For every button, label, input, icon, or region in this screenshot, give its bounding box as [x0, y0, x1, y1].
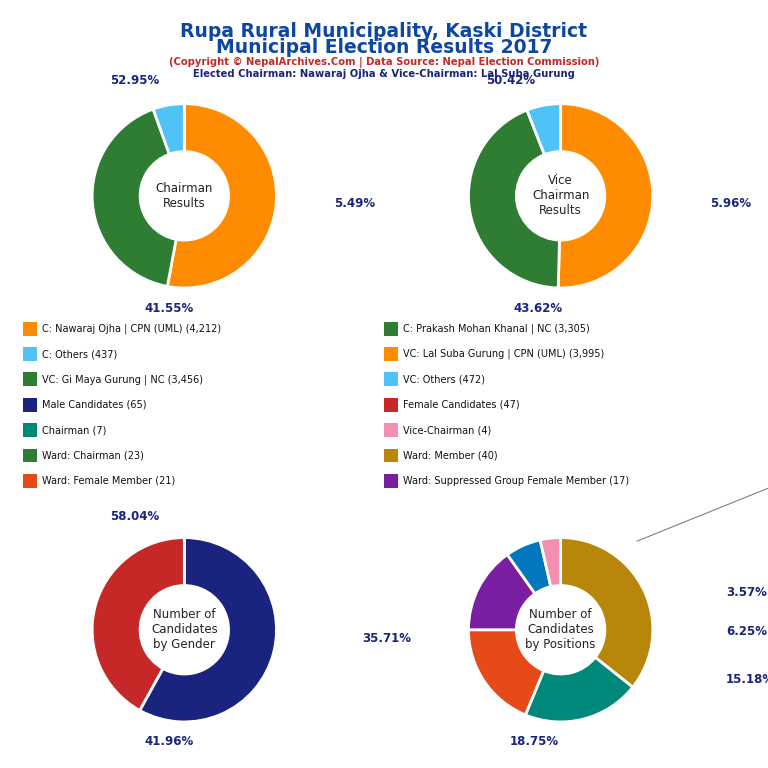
- Text: 35.71%: 35.71%: [362, 633, 411, 645]
- Text: 52.95%: 52.95%: [110, 74, 159, 87]
- Wedge shape: [561, 538, 653, 687]
- Wedge shape: [525, 657, 633, 722]
- Text: Rupa Rural Municipality, Kaski District: Rupa Rural Municipality, Kaski District: [180, 22, 588, 41]
- Text: Chairman (7): Chairman (7): [42, 425, 107, 435]
- Text: Ward: Chairman (23): Ward: Chairman (23): [42, 450, 144, 461]
- Wedge shape: [540, 538, 561, 587]
- Wedge shape: [153, 104, 184, 154]
- Wedge shape: [468, 630, 544, 715]
- Text: 41.55%: 41.55%: [144, 303, 194, 315]
- Wedge shape: [140, 538, 276, 722]
- Text: 58.04%: 58.04%: [110, 510, 159, 522]
- Wedge shape: [508, 540, 551, 594]
- Wedge shape: [92, 109, 176, 286]
- Text: 50.42%: 50.42%: [486, 74, 535, 87]
- Text: 18.75%: 18.75%: [509, 736, 558, 748]
- Text: 15.18%: 15.18%: [726, 674, 768, 686]
- Wedge shape: [468, 110, 559, 288]
- Text: Ward: Female Member (21): Ward: Female Member (21): [42, 475, 176, 486]
- Text: 6.25%: 6.25%: [726, 625, 766, 637]
- Text: (Copyright © NepalArchives.Com | Data Source: Nepal Election Commission): (Copyright © NepalArchives.Com | Data So…: [169, 57, 599, 68]
- Wedge shape: [468, 554, 535, 630]
- Wedge shape: [167, 104, 276, 288]
- Text: Male Candidates (65): Male Candidates (65): [42, 399, 147, 410]
- Wedge shape: [527, 104, 561, 154]
- Text: Municipal Election Results 2017: Municipal Election Results 2017: [216, 38, 552, 58]
- Text: 43.62%: 43.62%: [513, 303, 562, 315]
- Text: Elected Chairman: Nawaraj Ojha & Vice-Chairman: Lal Suba Gurung: Elected Chairman: Nawaraj Ojha & Vice-Ch…: [193, 69, 575, 79]
- Text: Number of
Candidates
by Positions: Number of Candidates by Positions: [525, 608, 596, 651]
- Text: C: Nawaraj Ojha | CPN (UML) (4,212): C: Nawaraj Ojha | CPN (UML) (4,212): [42, 323, 221, 334]
- Text: Vice
Chairman
Results: Vice Chairman Results: [532, 174, 589, 217]
- Text: VC: Lal Suba Gurung | CPN (UML) (3,995): VC: Lal Suba Gurung | CPN (UML) (3,995): [403, 349, 604, 359]
- Text: VC: Gi Maya Gurung | NC (3,456): VC: Gi Maya Gurung | NC (3,456): [42, 374, 204, 385]
- Wedge shape: [558, 104, 653, 288]
- Text: Chairman
Results: Chairman Results: [156, 182, 213, 210]
- Text: VC: Others (472): VC: Others (472): [403, 374, 485, 385]
- Wedge shape: [92, 538, 184, 710]
- Text: Number of
Candidates
by Gender: Number of Candidates by Gender: [151, 608, 217, 651]
- Text: Vice-Chairman (4): Vice-Chairman (4): [403, 425, 492, 435]
- Text: 5.49%: 5.49%: [334, 197, 376, 210]
- Text: C: Prakash Mohan Khanal | NC (3,305): C: Prakash Mohan Khanal | NC (3,305): [403, 323, 590, 334]
- Text: Ward: Suppressed Group Female Member (17): Ward: Suppressed Group Female Member (17…: [403, 475, 629, 486]
- Text: 41.96%: 41.96%: [144, 736, 194, 748]
- Text: 5.96%: 5.96%: [710, 197, 752, 210]
- Text: 20.54%: 20.54%: [637, 470, 768, 541]
- Text: C: Others (437): C: Others (437): [42, 349, 118, 359]
- Text: 3.57%: 3.57%: [726, 587, 766, 599]
- Text: Ward: Member (40): Ward: Member (40): [403, 450, 498, 461]
- Text: Female Candidates (47): Female Candidates (47): [403, 399, 520, 410]
